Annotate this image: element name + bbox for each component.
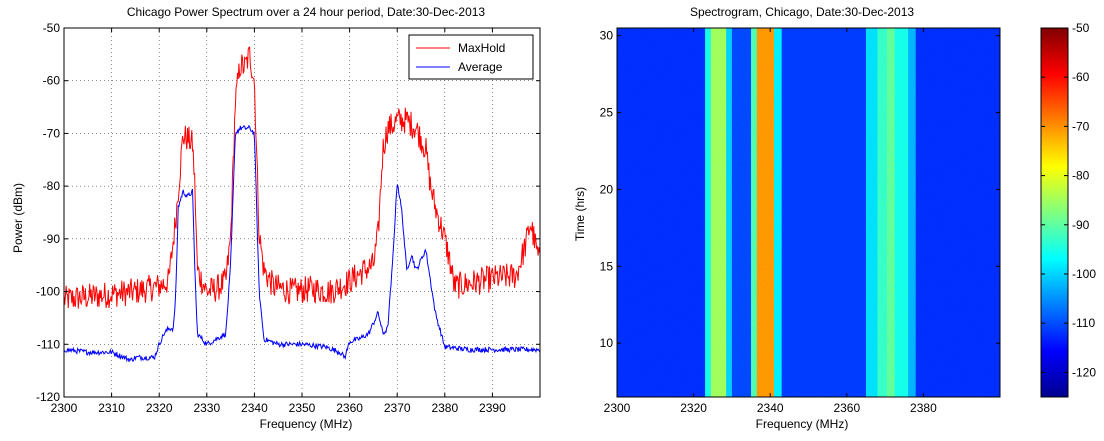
colorbar-tick-label: -50 (1072, 21, 1090, 35)
y-tick-label: -50 (43, 21, 61, 35)
legend: MaxHold Average (408, 34, 534, 80)
spectrogram-ticks: 2300 2320 2340 2360 2380 10 15 20 25 30 (600, 28, 1000, 415)
y-tick-label: -70 (43, 126, 61, 140)
y-tick-label: -60 (43, 74, 61, 88)
y-tick-label: -80 (43, 179, 61, 193)
series-line-maxhold (63, 46, 541, 309)
colorbar-tick-label: -60 (1072, 70, 1090, 84)
y-tick-label: 20 (600, 182, 614, 196)
y-tick-label: -90 (43, 232, 61, 246)
colorbar-tick-label: -70 (1072, 119, 1090, 133)
spectrogram-title: Spectrogram, Chicago, Date:30-Dec-2013 (690, 5, 914, 19)
y-tick-label: -110 (37, 337, 60, 351)
y-tick-label: -120 (36, 390, 60, 404)
x-tick-label: 2340 (757, 401, 784, 415)
y-tick-label: 10 (600, 336, 614, 350)
series-line-average (63, 124, 540, 363)
x-tick-label: 2330 (193, 401, 220, 415)
power-spectrum-chart: Chicago Power Spectrum over a 24 hour pe… (11, 5, 541, 431)
x-tick-label: 2350 (289, 401, 316, 415)
legend-maxhold-label: MaxHold (458, 41, 505, 55)
power-spectrum-ticks: 2300 2310 2320 2330 2340 2350 2360 2370 2380 2390… (36, 21, 540, 415)
spectrogram-axes-box (616, 27, 1001, 398)
x-tick-label: 2380 (431, 401, 458, 415)
x-tick-label: 2320 (146, 401, 173, 415)
power-spectrum-xlabel: Frequency (MHz) (260, 417, 353, 431)
y-tick-label: -100 (36, 285, 60, 299)
power-spectrum-series (63, 46, 541, 363)
spectrogram-chart: Spectrogram, Chicago, Date:30-Dec-2013 F… (573, 5, 1096, 431)
x-tick-label: 2360 (833, 401, 860, 415)
x-tick-label: 2310 (98, 401, 125, 415)
colorbar-tick-label: -80 (1072, 169, 1090, 183)
colorbar-tick-label: -90 (1072, 218, 1090, 232)
x-tick-label: 2300 (51, 401, 78, 415)
y-tick-label: 15 (600, 259, 614, 273)
power-spectrum-title: Chicago Power Spectrum over a 24 hour pe… (127, 5, 486, 19)
x-tick-label: 2320 (680, 401, 707, 415)
x-tick-label: 2380 (910, 401, 937, 415)
spectrogram-noise-texture (617, 28, 1000, 397)
x-tick-label: 2300 (604, 401, 631, 415)
x-tick-label: 2340 (241, 401, 268, 415)
x-tick-label: 2360 (336, 401, 363, 415)
x-tick-label: 2390 (479, 401, 506, 415)
x-tick-label: 2370 (384, 401, 411, 415)
colorbar-ticks: -50 -60 -70 -80 -90 -100 -110 -120 (1041, 21, 1096, 379)
legend-box (408, 34, 534, 80)
y-tick-label: 25 (600, 106, 614, 120)
power-spectrum-ylabel: Power (dBm) (11, 183, 25, 253)
power-spectrum-grid (64, 28, 540, 397)
colorbar-tick-label: -120 (1072, 365, 1096, 379)
colorbar (1040, 27, 1069, 398)
y-tick-label: 30 (600, 29, 614, 43)
spectrogram-xlabel: Frequency (MHz) (756, 417, 849, 431)
colorbar-tick-label: -110 (1072, 316, 1095, 330)
legend-average-label: Average (458, 60, 503, 74)
colorbar-tick-label: -100 (1072, 267, 1096, 281)
spectrogram-ylabel: Time (hrs) (573, 187, 587, 241)
